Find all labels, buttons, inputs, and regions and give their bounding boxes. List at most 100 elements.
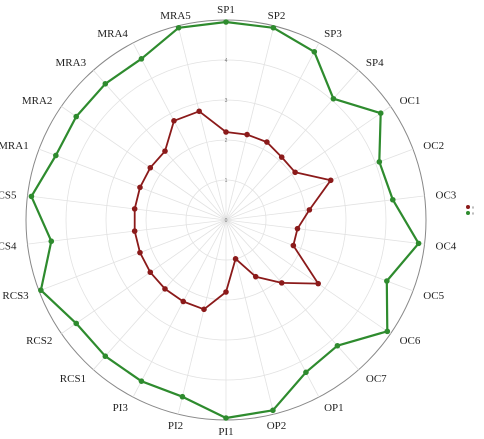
series-point bbox=[377, 110, 384, 117]
series-point bbox=[102, 353, 109, 360]
series-point bbox=[175, 24, 182, 31]
series-point bbox=[415, 240, 422, 247]
grid-spoke bbox=[132, 219, 227, 398]
axis-label: RCS4 bbox=[0, 240, 17, 252]
series-point bbox=[102, 80, 109, 87]
grid-spoke bbox=[225, 219, 275, 415]
grid-spoke bbox=[61, 219, 227, 334]
axis-label: OC7 bbox=[366, 373, 387, 385]
legend-marker bbox=[466, 211, 470, 215]
ring-label: 1 bbox=[225, 178, 228, 184]
series-point bbox=[384, 278, 390, 284]
axis-label: PI3 bbox=[113, 402, 129, 414]
axis-label: OC5 bbox=[423, 290, 444, 302]
series-point bbox=[180, 298, 187, 305]
series-point bbox=[196, 108, 202, 115]
series-point bbox=[292, 169, 298, 176]
series-point bbox=[179, 393, 186, 400]
grid-spoke bbox=[225, 42, 320, 221]
ring-label: 4 bbox=[225, 58, 228, 64]
axis-label: RCS1 bbox=[60, 373, 86, 385]
series-point bbox=[327, 177, 334, 184]
series-point bbox=[223, 19, 229, 25]
series-point bbox=[306, 207, 313, 213]
axis-label: MRA1 bbox=[0, 140, 29, 152]
series-point bbox=[244, 131, 250, 138]
legend: xx bbox=[466, 205, 474, 216]
grid-spoke bbox=[27, 195, 227, 221]
series-point bbox=[376, 159, 383, 165]
grid-spoke bbox=[225, 219, 425, 245]
series-point bbox=[290, 242, 297, 249]
series-point bbox=[28, 193, 35, 200]
axis-label: SP1 bbox=[217, 4, 235, 16]
grid-spoke bbox=[93, 219, 227, 370]
series-point bbox=[53, 152, 59, 159]
series-point bbox=[137, 249, 143, 256]
legend-marker bbox=[466, 205, 470, 209]
axis-label: RCS2 bbox=[26, 335, 52, 347]
series-point bbox=[384, 328, 391, 335]
grid-spoke bbox=[27, 219, 227, 245]
series-line bbox=[133, 110, 332, 311]
axis-label: SP3 bbox=[324, 28, 342, 40]
series-point bbox=[38, 287, 44, 294]
axis-label: RCS5 bbox=[0, 190, 17, 202]
axis-label: MRA4 bbox=[97, 28, 128, 40]
grid-spoke bbox=[225, 219, 414, 292]
series-point bbox=[270, 24, 277, 31]
series-point bbox=[389, 196, 396, 203]
series-point bbox=[223, 129, 229, 135]
axis-label: OP2 bbox=[267, 420, 287, 432]
grid-spoke bbox=[177, 219, 227, 415]
ring-label: 2 bbox=[225, 138, 228, 144]
axis-label: SP4 bbox=[366, 57, 384, 69]
grid-spoke bbox=[225, 219, 320, 398]
grid-spoke bbox=[38, 219, 227, 292]
series-layer bbox=[28, 19, 422, 421]
legend-label: x bbox=[472, 205, 474, 210]
series-point bbox=[48, 238, 55, 245]
series-point bbox=[315, 280, 321, 287]
series-point bbox=[73, 320, 80, 327]
series-point bbox=[294, 225, 301, 232]
axis-label: MRA2 bbox=[22, 95, 53, 107]
axis-label: RCS3 bbox=[2, 290, 29, 302]
grid-spoke bbox=[225, 148, 414, 221]
axis-label: SP2 bbox=[268, 10, 286, 22]
grid-spoke bbox=[225, 70, 359, 221]
grid: 0 1 2 3 4 bbox=[25, 19, 427, 421]
axis-label: PI2 bbox=[168, 420, 183, 432]
legend-label: x bbox=[472, 211, 474, 216]
series-point bbox=[201, 306, 207, 313]
ring-label: 0 bbox=[225, 218, 228, 224]
axis-labels: SP1 SP2 SP3 SP4 OC1 OC2 OC3 OC4 OC5 OC6 OC7 OP1 OP2 P… bbox=[0, 4, 457, 438]
grid-spoke bbox=[177, 25, 227, 221]
series-point bbox=[137, 184, 143, 191]
series-point bbox=[223, 289, 229, 295]
series-point bbox=[162, 286, 168, 292]
axis-label: MRA3 bbox=[56, 57, 87, 69]
series-point bbox=[171, 118, 177, 124]
series-point bbox=[147, 164, 154, 171]
series-point bbox=[252, 273, 259, 280]
axis-label: PI1 bbox=[218, 426, 233, 438]
series-point bbox=[264, 139, 270, 145]
series-point bbox=[131, 228, 138, 234]
axis-label: OC3 bbox=[436, 190, 457, 202]
series-point bbox=[334, 342, 341, 349]
axis-label: OC2 bbox=[423, 140, 444, 152]
series-point bbox=[232, 256, 239, 262]
series-point bbox=[270, 407, 276, 414]
series-point bbox=[278, 154, 285, 160]
grid-spoke bbox=[225, 219, 391, 334]
series-point bbox=[138, 56, 145, 62]
grid-spoke bbox=[61, 106, 227, 221]
axis-label: OP1 bbox=[324, 402, 344, 414]
series-point bbox=[162, 148, 168, 154]
series-point bbox=[303, 369, 309, 376]
series-point bbox=[147, 269, 154, 276]
axis-label: OC6 bbox=[400, 335, 421, 347]
ring-label: 3 bbox=[225, 98, 228, 104]
